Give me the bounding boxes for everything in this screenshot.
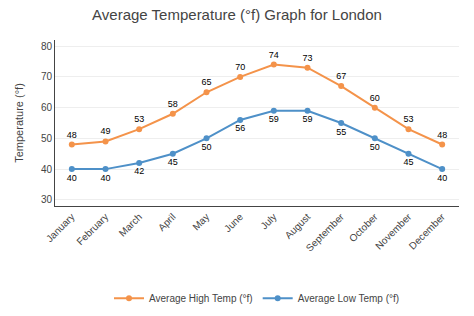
svg-text:67: 67 [336, 71, 346, 81]
svg-text:56: 56 [235, 123, 245, 133]
svg-text:53: 53 [403, 114, 413, 124]
svg-text:October: October [347, 211, 380, 244]
svg-text:70: 70 [41, 71, 53, 82]
svg-text:30: 30 [41, 194, 53, 205]
svg-text:Average Low Temp (°f): Average Low Temp (°f) [298, 293, 399, 304]
svg-text:65: 65 [201, 77, 211, 87]
svg-text:45: 45 [168, 157, 178, 167]
svg-text:58: 58 [168, 99, 178, 109]
svg-text:59: 59 [302, 114, 312, 124]
svg-text:50: 50 [201, 142, 211, 152]
svg-text:December: December [407, 211, 448, 252]
svg-text:Average Temperature (°f) Graph: Average Temperature (°f) Graph for Londo… [92, 6, 382, 23]
svg-text:55: 55 [336, 127, 346, 137]
svg-text:September: September [304, 211, 347, 254]
svg-text:November: November [373, 211, 414, 252]
svg-text:40: 40 [437, 173, 447, 183]
svg-text:Average High Temp (°f): Average High Temp (°f) [149, 293, 253, 304]
svg-text:February: February [74, 211, 110, 247]
svg-text:40: 40 [100, 173, 110, 183]
svg-text:53: 53 [134, 114, 144, 124]
svg-text:73: 73 [302, 53, 312, 63]
svg-text:January: January [44, 211, 77, 244]
svg-text:70: 70 [235, 62, 245, 72]
svg-text:May: May [190, 211, 211, 232]
svg-text:48: 48 [437, 130, 447, 140]
svg-text:March: March [117, 211, 144, 238]
svg-text:45: 45 [403, 157, 413, 167]
svg-text:80: 80 [41, 41, 53, 52]
svg-text:60: 60 [41, 102, 53, 113]
svg-text:49: 49 [100, 126, 110, 136]
svg-text:June: June [222, 211, 245, 234]
svg-text:48: 48 [67, 130, 77, 140]
svg-text:50: 50 [370, 142, 380, 152]
svg-text:July: July [258, 211, 278, 231]
svg-text:60: 60 [370, 93, 380, 103]
svg-text:59: 59 [269, 114, 279, 124]
svg-text:40: 40 [41, 164, 53, 175]
svg-text:Temperature (°f): Temperature (°f) [13, 83, 25, 163]
svg-text:40: 40 [67, 173, 77, 183]
svg-text:August: August [283, 211, 313, 241]
svg-text:42: 42 [134, 166, 144, 176]
svg-text:74: 74 [269, 50, 279, 60]
svg-text:50: 50 [41, 133, 53, 144]
svg-text:April: April [156, 211, 178, 233]
